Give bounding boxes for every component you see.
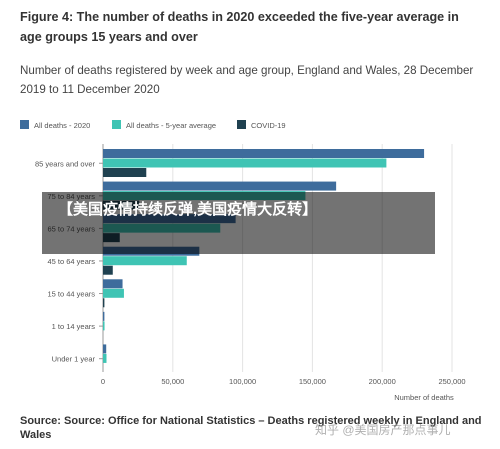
bar-2-4 (103, 298, 105, 308)
x-tick-label: 50,000 (161, 377, 184, 386)
deaths-bar-chart: All deaths - 2020 All deaths - 5-year ave… (20, 120, 466, 402)
watermark: 知乎 @美国房产那点事儿 (315, 423, 451, 437)
legend-swatch-0 (20, 120, 29, 129)
bar-0-1 (103, 181, 337, 191)
bar-2-0 (103, 168, 147, 177)
y-category-label: 85 years and over (35, 159, 96, 168)
bar-1-4 (103, 288, 124, 298)
figure-subtitle: Number of deaths registered by week and … (20, 64, 474, 96)
bar-1-3 (103, 256, 187, 266)
bar-1-5 (103, 321, 105, 331)
y-category-label: Under 1 year (52, 355, 96, 364)
bar-0-4 (103, 279, 123, 289)
figure-title: Figure 4: The number of deaths in 2020 e… (20, 10, 459, 44)
x-tick-label: 250,000 (438, 377, 465, 386)
legend-swatch-1 (112, 120, 121, 129)
overlay-headline: 【美国疫情持续反弹,美国疫情大反转】 (58, 201, 318, 218)
y-category-label: 45 to 64 years (47, 257, 95, 266)
y-category-label: 15 to 44 years (47, 290, 95, 299)
legend-swatch-2 (237, 120, 246, 129)
bar-0-0 (103, 149, 425, 158)
legend-label-0: All deaths - 2020 (34, 121, 90, 130)
bar-2-3 (103, 265, 113, 275)
legend-label-2: COVID-19 (251, 121, 286, 130)
legend-label-1: All deaths - 5-year average (126, 121, 216, 130)
x-tick-label: 200,000 (369, 377, 396, 386)
bar-1-0 (103, 158, 387, 168)
x-tick-label: 100,000 (229, 377, 256, 386)
bar-0-5 (103, 311, 105, 321)
x-tick-label: 150,000 (299, 377, 326, 386)
y-category-label: 1 to 14 years (52, 322, 96, 331)
x-axis-title: Number of deaths (394, 393, 454, 402)
overlay-banner (42, 192, 435, 254)
bar-0-6 (103, 344, 107, 354)
source-note: Source: Source: Office for National Stat… (20, 415, 482, 441)
x-tick-label: 0 (101, 377, 105, 386)
bar-1-6 (103, 353, 107, 363)
